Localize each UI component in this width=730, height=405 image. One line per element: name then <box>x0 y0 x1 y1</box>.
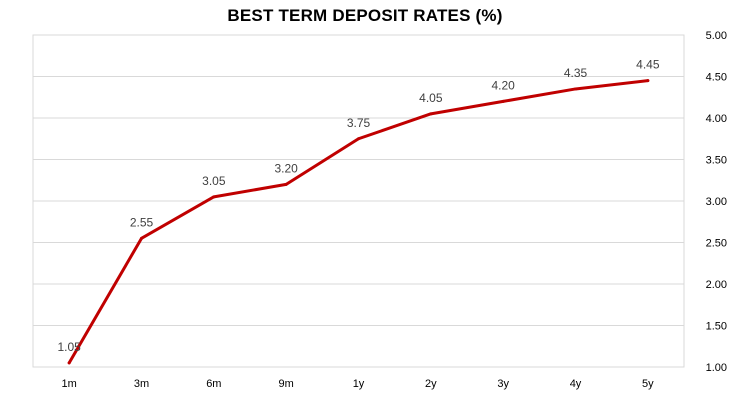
y-tick-label: 1.50 <box>706 321 727 333</box>
y-tick-label: 5.00 <box>706 30 727 42</box>
y-axis-ticks: 1.00 1.50 2.00 2.50 3.00 3.50 4.00 4.50 5.00 <box>706 30 727 374</box>
data-label: 3.20 <box>274 161 298 175</box>
data-point <box>429 112 433 116</box>
data-point <box>501 99 505 103</box>
y-tick-label: 3.00 <box>706 196 727 208</box>
data-label: 4.20 <box>491 78 515 92</box>
y-tick-label: 4.50 <box>706 72 727 84</box>
data-label: 2.55 <box>130 215 154 229</box>
y-tick-label: 3.50 <box>706 155 727 167</box>
series-rates <box>67 79 650 365</box>
data-point <box>357 137 360 141</box>
x-tick-label: 3m <box>134 378 149 390</box>
gridlines <box>33 76 684 326</box>
x-tick-label: 4y <box>570 378 582 390</box>
y-tick-label: 2.00 <box>706 279 727 291</box>
y-tick-label: 1.00 <box>706 362 727 374</box>
data-label: 4.05 <box>419 91 443 105</box>
data-point <box>284 182 288 186</box>
data-label: 4.45 <box>636 58 660 72</box>
x-tick-label: 2y <box>425 378 437 390</box>
data-point <box>212 195 216 199</box>
data-label: 3.05 <box>202 174 226 188</box>
data-point <box>140 236 143 240</box>
y-tick-label: 2.50 <box>706 238 727 250</box>
y-tick-label: 4.00 <box>706 113 727 125</box>
x-tick-label: 6m <box>206 378 221 390</box>
data-label: 4.35 <box>564 66 588 80</box>
x-axis-ticks: 1m 3m 6m 9m 1y 2y 3y 4y 5y <box>62 378 655 390</box>
x-tick-label: 5y <box>642 378 654 390</box>
data-point <box>646 79 650 83</box>
x-tick-label: 9m <box>279 378 294 390</box>
data-label: 1.05 <box>57 340 81 354</box>
chart-title: BEST TERM DEPOSIT RATES (%) <box>227 6 503 25</box>
x-tick-label: 3y <box>497 378 509 390</box>
data-point <box>574 87 577 91</box>
x-tick-label: 1m <box>62 378 77 390</box>
data-labels: 1.05 2.55 3.05 3.20 3.75 4.05 4.20 4.35 4.45 <box>57 58 659 354</box>
data-point <box>67 361 71 365</box>
x-tick-label: 1y <box>353 378 365 390</box>
data-label: 3.75 <box>347 116 371 130</box>
